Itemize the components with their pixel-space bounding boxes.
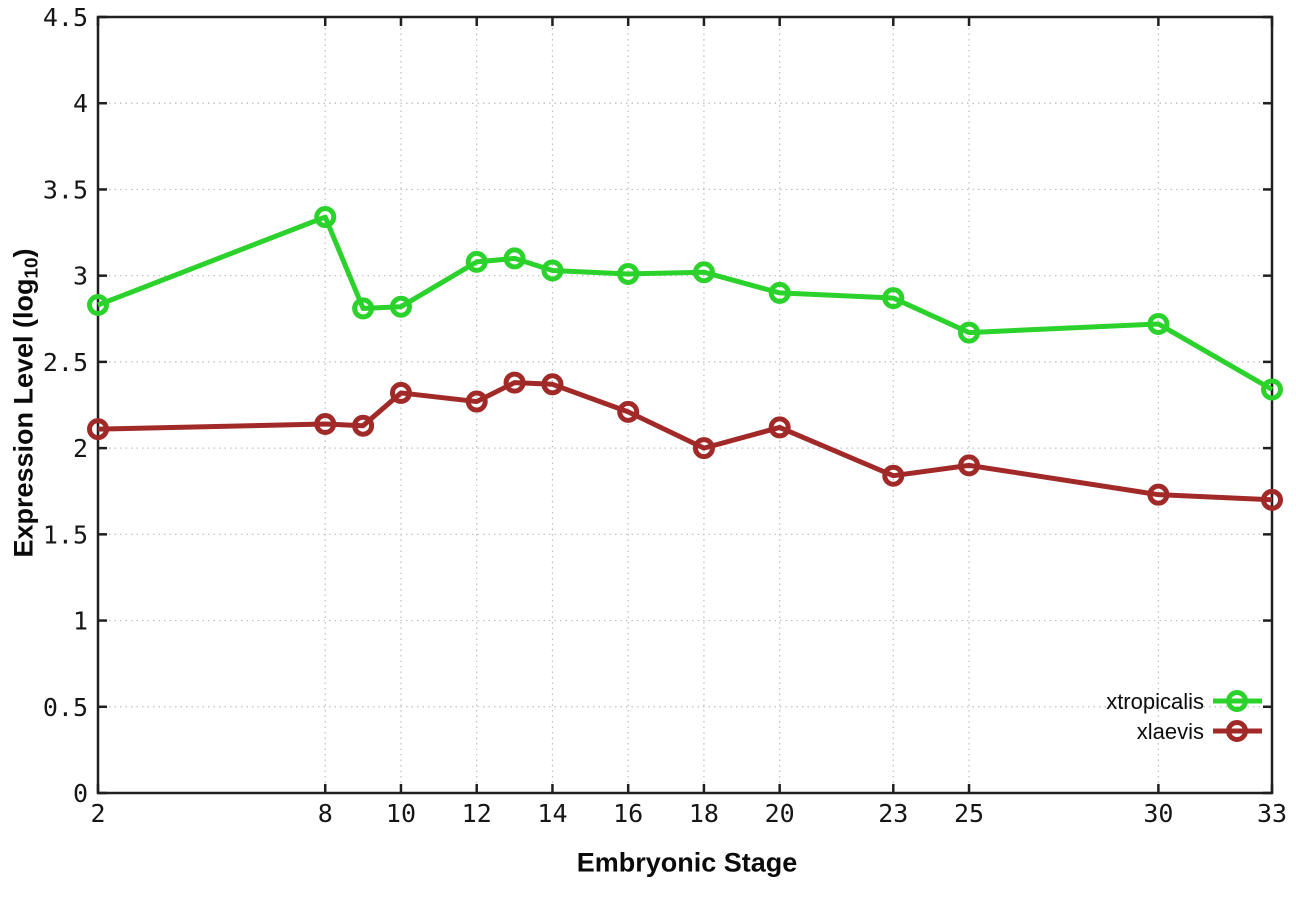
data-point-xtropicalis-stage-20 [768,281,791,304]
data-point-xtropicalis-stage-13 [503,247,526,270]
data-point-xlaevis-stage-14 [541,373,564,396]
data-point-xlaevis-stage-30 [1147,483,1170,506]
legend-marker-xlaevis [1226,720,1248,742]
data-point-xtropicalis-stage-10 [389,295,412,318]
y-axis-title-subscript: 10 [21,257,43,279]
data-point-xtropicalis-stage-30 [1147,312,1170,335]
data-point-xlaevis-stage-18 [692,437,715,460]
data-point-xlaevis-stage-9 [352,414,375,437]
y-tick-label: 3 [73,262,88,291]
x-tick-label: 18 [689,799,719,828]
y-tick-label: 2.5 [43,348,88,377]
data-point-xlaevis-stage-13 [503,371,526,394]
data-point-xtropicalis-stage-8 [314,206,337,229]
data-point-xtropicalis-stage-33 [1261,378,1283,401]
x-tick-label: 10 [386,799,416,828]
x-tick-label: 12 [462,799,492,828]
data-point-xtropicalis-stage-16 [617,262,640,285]
data-point-xtropicalis-stage-12 [465,250,488,273]
y-tick-label: 1 [73,607,88,636]
x-tick-label: 25 [954,799,984,828]
series-line-xtropicalis [97,214,1274,392]
y-tick-label: 4 [73,89,88,118]
data-point-xlaevis-stage-23 [882,464,905,487]
x-tick-label: 33 [1257,799,1287,828]
x-tick-label: 16 [613,799,643,828]
data-point-xlaevis-stage-12 [465,390,488,413]
data-point-xtropicalis-stage-2 [87,293,109,316]
plot-border [96,15,1274,795]
x-axis-title: Embryonic Stage [576,847,798,878]
data-point-xtropicalis-stage-9 [352,297,375,320]
y-tick-label: 3.5 [43,175,88,204]
y-tick-label: 1.5 [43,520,88,549]
data-point-xlaevis-stage-20 [768,416,791,439]
data-point-xtropicalis-stage-23 [882,287,905,310]
data-point-xtropicalis-stage-18 [692,261,715,284]
y-tick-label: 2 [73,434,88,463]
data-point-xtropicalis-stage-25 [958,321,981,344]
legend-label-xlaevis: xlaevis [1137,719,1204,744]
y-tick-label: 0.5 [43,693,88,722]
x-tick-label: 8 [318,799,333,828]
data-point-xlaevis-stage-8 [314,412,337,435]
data-point-xlaevis-stage-25 [958,454,981,477]
legend-label-xtropicalis: xtropicalis [1106,689,1204,714]
series-line-xlaevis [97,380,1273,503]
y-axis-title: Expression Level (log10) [9,248,44,557]
y-axis-title-suffix: ) [8,248,39,258]
x-tick-label: 23 [878,799,908,828]
x-tick-label: 20 [765,799,795,828]
x-tick-label: 14 [537,799,567,828]
y-tick-label: 4.5 [43,3,88,32]
y-axis-title-text: Expression Level (log [8,278,39,558]
legend-marker-xtropicalis [1226,690,1248,712]
y-tick-label: 0 [73,779,88,808]
data-point-xtropicalis-stage-14 [541,259,564,282]
data-point-xlaevis-stage-10 [389,381,412,404]
data-point-xlaevis-stage-2 [87,418,109,441]
x-tick-label: 30 [1143,799,1173,828]
data-point-xlaevis-stage-33 [1261,488,1283,511]
data-point-xlaevis-stage-16 [617,400,640,423]
x-tick-label: 2 [90,799,105,828]
